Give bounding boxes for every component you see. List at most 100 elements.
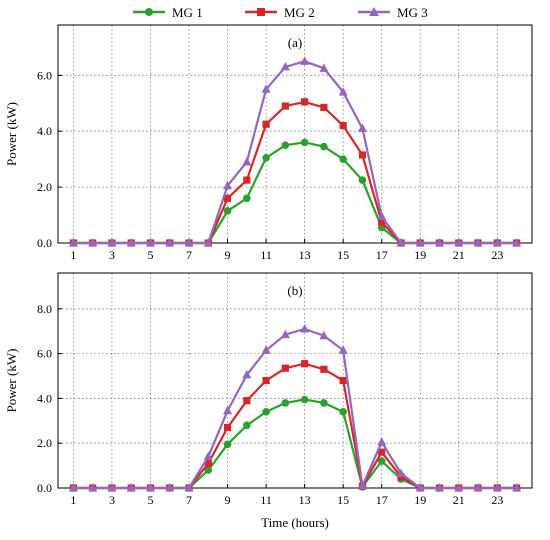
legend-label-mg2: MG 2 <box>284 5 315 20</box>
x-tick-label: 19 <box>414 248 426 262</box>
data-point-mg1 <box>320 399 328 407</box>
x-tick-label: 3 <box>109 493 115 507</box>
x-tick-label: 9 <box>225 248 231 262</box>
series-mg2 <box>69 360 521 492</box>
data-point-mg3 <box>454 483 464 492</box>
x-tick-label: 11 <box>260 248 272 262</box>
y-tick-label: 2.0 <box>37 180 52 194</box>
panel-label: (b) <box>287 283 302 298</box>
panel-a: 1 3 5 7 9 11 13 15 17 19 21 230.02.04.06.0(a)Power … <box>4 24 533 262</box>
x-tick-label: 3 <box>109 248 115 262</box>
data-point-mg3 <box>396 468 406 477</box>
data-point-mg2 <box>243 176 251 184</box>
series-mg3 <box>68 56 522 247</box>
data-point-mg2 <box>262 120 270 128</box>
data-point-mg2 <box>281 102 289 110</box>
legend-label-mg3: MG 3 <box>397 5 428 20</box>
data-point-mg2 <box>223 194 232 202</box>
data-point-mg3 <box>126 483 136 492</box>
x-tick-label: 17 <box>376 248 388 262</box>
data-point-mg3 <box>280 329 290 339</box>
data-point-mg3 <box>107 238 117 247</box>
data-point-mg3 <box>415 238 425 247</box>
x-tick-label: 17 <box>376 493 388 507</box>
data-point-mg2 <box>358 151 367 159</box>
plot-frame <box>57 24 533 244</box>
x-tick-label: 11 <box>260 493 272 507</box>
data-point-mg2 <box>301 98 309 106</box>
x-tick-label: 19 <box>414 493 426 507</box>
panel-label: (a) <box>288 35 302 50</box>
y-tick-label: 4.0 <box>37 124 52 138</box>
data-point-mg3 <box>435 483 445 492</box>
x-tick-label: 21 <box>453 493 465 507</box>
data-point-mg1 <box>320 142 328 151</box>
x-tick-label: 7 <box>186 493 192 507</box>
data-point-mg1 <box>358 176 367 184</box>
data-point-mg1 <box>223 440 232 449</box>
data-point-mg3 <box>203 238 213 247</box>
data-point-mg3 <box>88 483 98 492</box>
data-point-mg2 <box>339 376 347 385</box>
data-point-mg3 <box>261 345 271 354</box>
data-point-mg1 <box>300 138 309 147</box>
data-point-mg2 <box>262 376 270 385</box>
y-axis-label: Power (kW) <box>4 102 19 166</box>
data-point-mg3 <box>357 123 367 132</box>
data-point-mg2 <box>320 365 328 373</box>
x-tick-label: 1 <box>70 248 76 262</box>
legend-marker-mg2 <box>257 8 265 16</box>
data-point-mg1 <box>223 207 232 215</box>
data-point-mg3 <box>107 483 117 492</box>
x-tick-label: 23 <box>491 248 503 262</box>
data-point-mg3 <box>126 238 136 247</box>
data-point-mg3 <box>68 238 78 247</box>
data-point-mg1 <box>377 223 386 232</box>
data-point-mg3 <box>512 483 522 492</box>
data-point-mg3 <box>165 483 175 492</box>
data-point-mg2 <box>243 397 251 405</box>
x-tick-label: 23 <box>491 493 503 507</box>
data-point-mg1 <box>339 155 347 163</box>
data-point-mg3 <box>184 483 194 492</box>
legend-marker-mg1 <box>145 8 153 16</box>
y-tick-label: 0.0 <box>37 481 52 495</box>
legend-item-mg1: MG 1 <box>133 5 203 20</box>
data-point-mg3 <box>145 483 155 492</box>
series-mg1 <box>69 395 521 492</box>
x-tick-label: 13 <box>299 248 311 262</box>
x-axis-label: Time (hours) <box>261 515 329 530</box>
data-point-mg1 <box>339 408 347 416</box>
data-point-mg1 <box>281 399 290 407</box>
data-point-mg3 <box>473 238 483 247</box>
data-point-mg3 <box>492 238 502 247</box>
data-point-mg3 <box>68 483 78 492</box>
x-tick-label: 13 <box>299 493 311 507</box>
x-tick-label: 15 <box>337 493 349 507</box>
data-point-mg3 <box>377 437 387 446</box>
series-line-mg2 <box>73 362 517 490</box>
data-point-mg3 <box>242 369 252 379</box>
data-point-mg3 <box>88 238 98 247</box>
x-tick-label: 1 <box>70 493 76 507</box>
y-tick-label: 0.0 <box>37 236 52 250</box>
data-point-mg2 <box>378 448 386 456</box>
data-point-mg1 <box>243 421 251 430</box>
data-point-mg3 <box>377 211 387 220</box>
series-line-mg1 <box>73 398 517 490</box>
data-point-mg3 <box>435 238 445 247</box>
data-point-mg3 <box>454 238 464 247</box>
y-tick-label: 8.0 <box>37 302 52 316</box>
x-tick-label: 7 <box>186 248 192 262</box>
data-point-mg3 <box>512 238 522 247</box>
data-point-mg2 <box>281 364 289 372</box>
x-tick-label: 9 <box>225 493 231 507</box>
data-point-mg3 <box>280 61 290 71</box>
data-point-mg2 <box>204 459 212 467</box>
y-tick-label: 2.0 <box>37 436 52 450</box>
x-tick-label: 21 <box>453 248 465 262</box>
series-line-mg3 <box>73 60 517 245</box>
data-point-mg3 <box>357 480 367 490</box>
data-point-mg2 <box>339 122 347 130</box>
